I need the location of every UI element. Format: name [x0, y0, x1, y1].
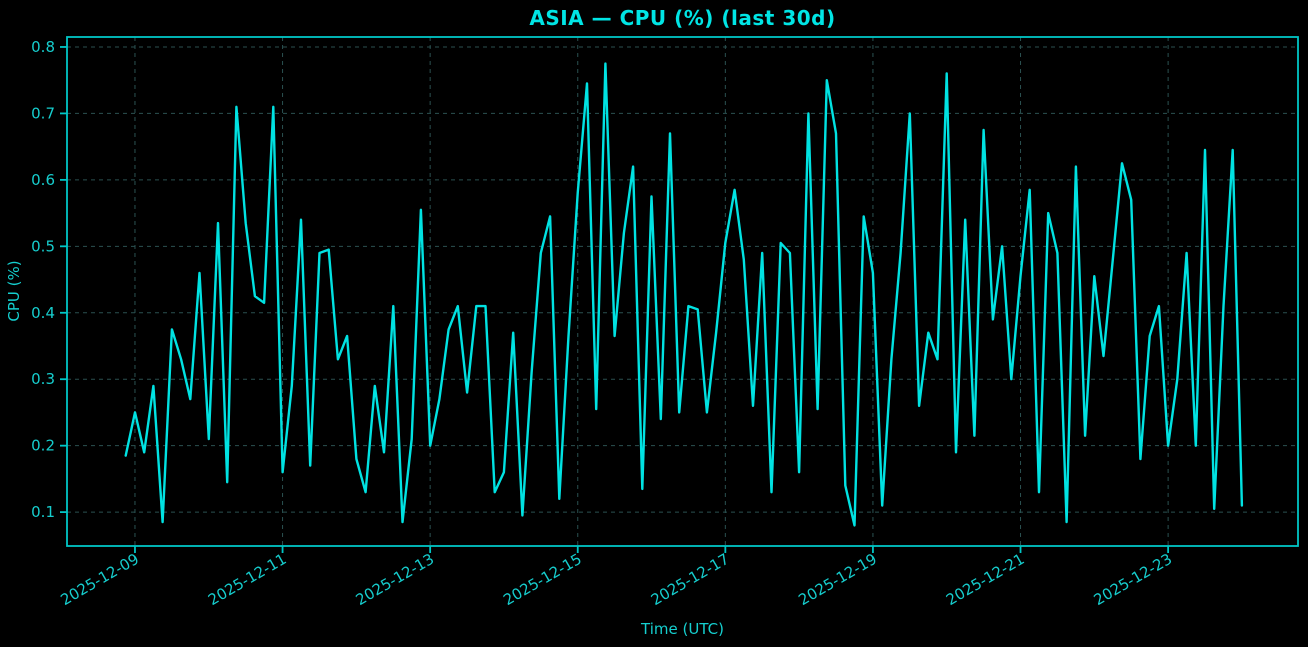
x-tick-label: 2025-12-19: [795, 550, 880, 609]
y-tick-label: 0.8: [31, 38, 55, 56]
y-tick-label: 0.3: [31, 370, 55, 388]
y-tick-label: 0.1: [31, 503, 55, 521]
x-tick-label: 2025-12-13: [353, 550, 438, 609]
y-tick-label: 0.4: [31, 304, 55, 322]
x-tick-label: 2025-12-09: [57, 550, 142, 609]
cpu-line: [124, 62, 1244, 527]
y-tick-label: 0.2: [31, 437, 55, 455]
y-tick-label: 0.7: [31, 104, 55, 122]
y-axis-label: CPU (%): [5, 260, 23, 322]
x-tick-label: 2025-12-21: [943, 550, 1028, 609]
x-tick-label: 2025-12-17: [648, 550, 733, 609]
x-tick-label: 2025-12-11: [205, 550, 290, 609]
x-tick-label: 2025-12-23: [1091, 550, 1176, 609]
axes-spines: [66, 36, 1299, 547]
y-tick-label: 0.5: [31, 237, 55, 255]
chart-title: ASIA — CPU (%) (last 30d): [529, 6, 836, 30]
x-axis-label: Time (UTC): [641, 620, 724, 638]
x-tick-label: 2025-12-15: [500, 550, 585, 609]
y-tick-label: 0.6: [31, 171, 55, 189]
